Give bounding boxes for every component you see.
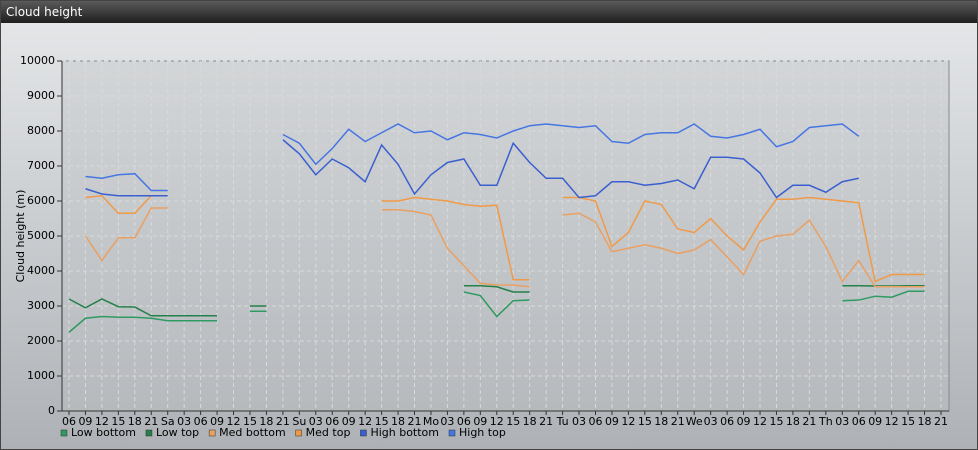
y-tick-label: 6000	[27, 194, 55, 207]
x-tick-label: 12	[885, 415, 899, 428]
y-axis-title: Cloud height (m)	[14, 190, 27, 283]
y-tick-label: 9000	[27, 89, 55, 102]
x-tick-label: 03	[572, 415, 586, 428]
x-tick-label: 18	[259, 415, 273, 428]
x-tick-label: We	[686, 415, 703, 428]
series-line	[68, 315, 218, 333]
x-tick-label: 06	[588, 415, 602, 428]
x-tick-label: 12	[95, 415, 109, 428]
series-line	[842, 290, 925, 302]
x-tick-label: 21	[144, 415, 158, 428]
series-line	[463, 291, 530, 318]
legend-swatch	[208, 429, 216, 437]
y-tick-label: 1000	[27, 369, 55, 382]
x-tick-label: 21	[276, 415, 290, 428]
x-tick-label: 09	[78, 415, 92, 428]
x-tick-label: 12	[358, 415, 372, 428]
legend-label: High top	[459, 426, 506, 439]
x-tick-label: 09	[868, 415, 882, 428]
x-tick-label: 18	[786, 415, 800, 428]
y-tick-label: 4000	[27, 264, 55, 277]
x-tick-label: 18	[918, 415, 932, 428]
x-tick-label: 06	[457, 415, 471, 428]
x-tick-label: 18	[128, 415, 142, 428]
x-tick-label: 18	[391, 415, 405, 428]
x-tick-label: 09	[210, 415, 224, 428]
series-line	[85, 188, 168, 197]
y-tick-label: 3000	[27, 299, 55, 312]
y-tick-label: 10000	[20, 54, 55, 67]
series-line	[381, 209, 530, 288]
series-line	[463, 284, 530, 293]
series-line	[85, 172, 168, 192]
x-tick-label: 21	[934, 415, 948, 428]
x-tick-label: 06	[62, 415, 76, 428]
x-tick-label: 12	[227, 415, 241, 428]
series-line	[282, 139, 859, 199]
x-tick-label: 12	[753, 415, 767, 428]
x-tick-label: 18	[654, 415, 668, 428]
x-tick-label: Th	[818, 415, 833, 428]
x-tick-label: 09	[342, 415, 356, 428]
legend-swatch	[60, 429, 68, 437]
x-tick-label: 09	[473, 415, 487, 428]
x-tick-label: 03	[835, 415, 849, 428]
y-tick-label: 7000	[27, 159, 55, 172]
y-tick-label: 8000	[27, 124, 55, 137]
x-tick-label: 03	[704, 415, 718, 428]
x-tick-label: 21	[539, 415, 553, 428]
x-tick-label: 15	[901, 415, 915, 428]
series-line	[68, 298, 218, 317]
x-tick-label: 06	[194, 415, 208, 428]
x-tick-label: 12	[490, 415, 504, 428]
x-tick-label: 21	[802, 415, 816, 428]
series-line	[562, 196, 925, 283]
x-tick-label: 15	[506, 415, 520, 428]
chart: Cloud height (m) 0 1000 2000 3000 4000 5000 60…	[14, 54, 950, 439]
x-tick-label: 15	[638, 415, 652, 428]
x-tick-label: 09	[605, 415, 619, 428]
series-line	[381, 196, 530, 281]
x-tick-label: 03	[440, 415, 454, 428]
legend-label: Low top	[156, 426, 199, 439]
legend-swatch	[145, 429, 153, 437]
legend-swatch	[360, 429, 367, 437]
legend-label: Med top	[306, 426, 351, 439]
y-tick-label: 2000	[27, 334, 55, 347]
series-line	[282, 123, 860, 166]
x-tick-label: 21	[408, 415, 422, 428]
x-tick-label: 18	[523, 415, 537, 428]
x-tick-label: Tu	[556, 415, 569, 428]
x-tick-label: 12	[621, 415, 635, 428]
legend-label: Low bottom	[71, 426, 136, 439]
title-bar: Cloud height	[1, 1, 977, 23]
x-tick-label: 09	[737, 415, 751, 428]
x-tick-label: Su	[292, 415, 306, 428]
y-tick-label: 0	[48, 404, 55, 417]
legend-swatch	[295, 429, 302, 437]
x-tick-label: 06	[325, 415, 339, 428]
series-line	[562, 212, 925, 288]
x-tick-label: 03	[309, 415, 323, 428]
y-tick-label: 5000	[27, 229, 55, 242]
legend-label: Med bottom	[219, 426, 286, 439]
x-tick-label: Mo	[423, 415, 439, 428]
x-tick-label: 21	[671, 415, 685, 428]
x-tick-label: 15	[375, 415, 389, 428]
x-tick-label: Sa	[161, 415, 175, 428]
legend-swatch	[448, 429, 456, 437]
x-tick-label: 06	[720, 415, 734, 428]
legend-label: High bottom	[370, 426, 439, 439]
series-line	[84, 207, 168, 262]
x-tick-label: 03	[177, 415, 191, 428]
x-tick-label: 15	[111, 415, 125, 428]
x-tick-label: 15	[243, 415, 257, 428]
x-tick-label: 15	[769, 415, 783, 428]
x-tick-label: 06	[852, 415, 866, 428]
